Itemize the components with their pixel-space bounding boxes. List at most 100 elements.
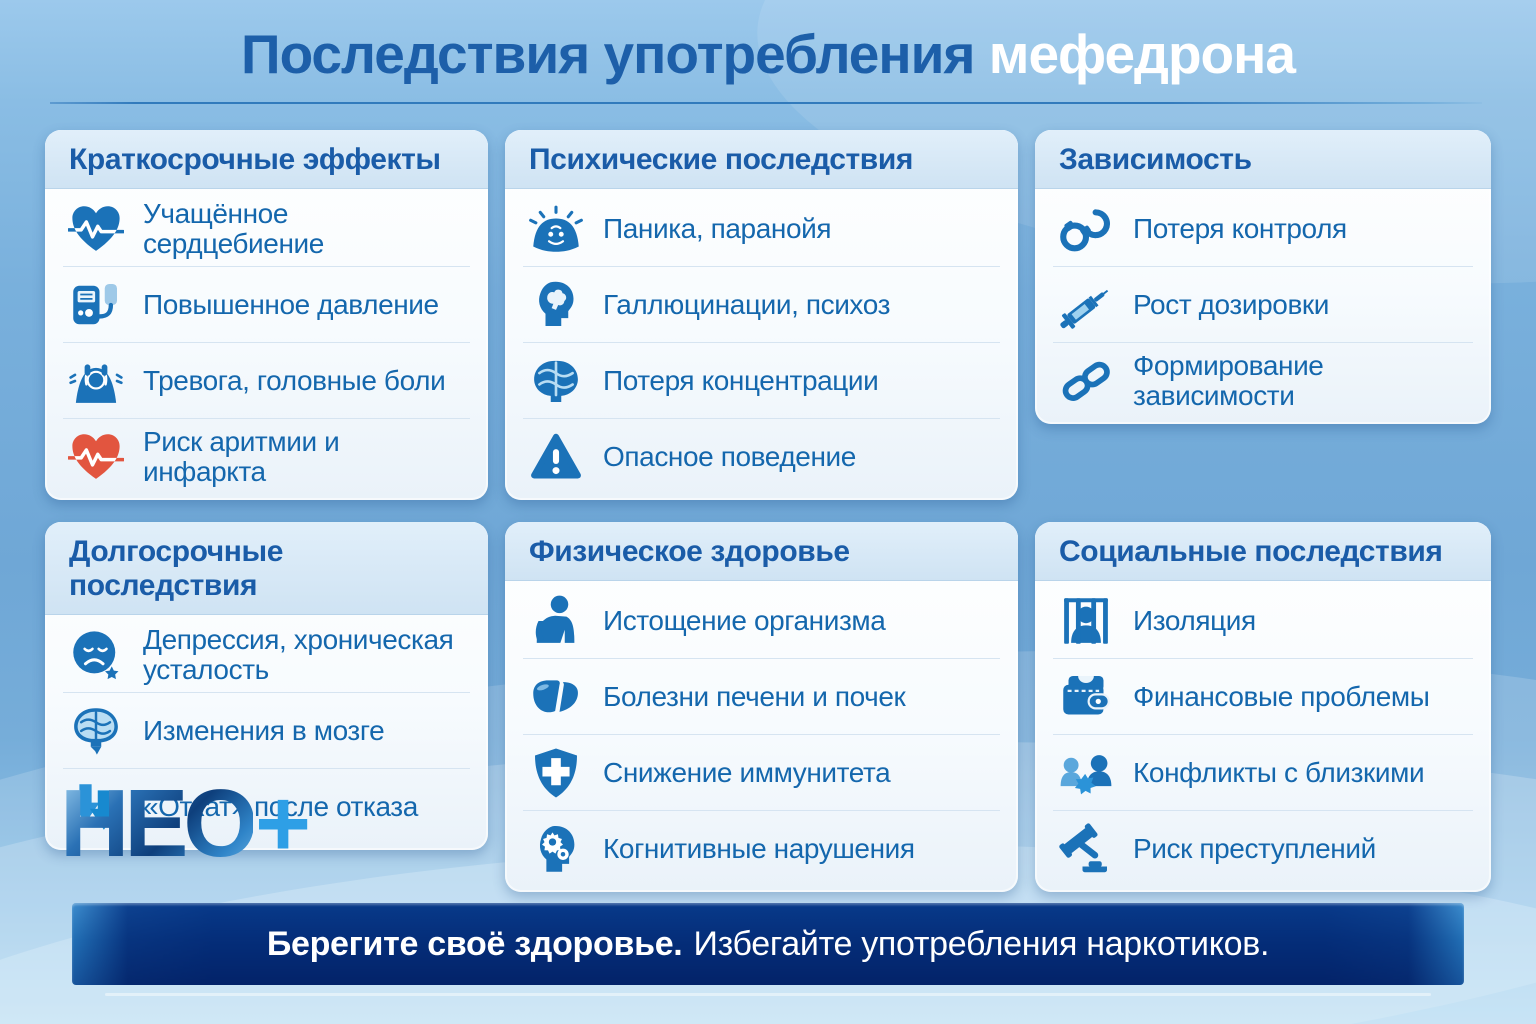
brand-logo: НЕО+ (60, 776, 311, 872)
panic-icon (527, 200, 585, 258)
card-header: Зависимость (1035, 130, 1491, 189)
card-long-term-consequences: Долгосрочные последствия Депрессия, хрон… (45, 522, 488, 850)
list-item: Опасное поведение (523, 418, 1000, 494)
footer-message-regular: Избегайте употребления наркотиков. (693, 924, 1270, 963)
heart-attack-icon (67, 428, 125, 486)
item-label: Риск преступлений (1133, 832, 1376, 864)
item-label: Потеря контроля (1133, 212, 1347, 244)
brand-logo-text: НЕО (60, 770, 258, 877)
item-label: Опасное поведение (603, 440, 856, 472)
card-header: Социальные последствия (1035, 522, 1491, 581)
item-label: Финансовые проблемы (1133, 680, 1430, 712)
card-title: Психические последствия (529, 143, 913, 176)
list-item: Депрессия, хроническая усталость (63, 617, 470, 692)
list-item: Риск преступлений (1053, 810, 1473, 886)
prison-bars-icon (1057, 592, 1115, 650)
item-label: Болезни печени и почек (603, 680, 906, 712)
conflict-people-icon (1057, 744, 1115, 802)
item-label: «Откат» после отказа (143, 790, 418, 822)
card-title: Долгосрочные последствия (69, 535, 284, 602)
item-label: Снижение иммунитета (603, 756, 891, 788)
list-item: Конфликты с близкими (1053, 734, 1473, 810)
card-header: Краткосрочные эффекты (45, 130, 488, 189)
title-divider (50, 102, 1482, 104)
warning-icon (527, 428, 585, 486)
card-body: Паника, паранойя Галлюцинации, психоз По… (505, 189, 1018, 500)
list-item: Снижение иммунитета (523, 734, 1000, 810)
list-item: Рост дозировки (1053, 266, 1473, 342)
list-item: Изменения в мозге (63, 692, 470, 768)
item-label: Когнитивные нарушения (603, 832, 915, 864)
immune-shield-icon (527, 744, 585, 802)
list-item: Болезни печени и почек (523, 658, 1000, 734)
footer-banner: Берегите своё здоровье. Избегайте употреб… (72, 903, 1464, 985)
page-title-main: Последствия употребления (241, 23, 975, 85)
syringe-icon (1057, 276, 1115, 334)
footer-message: Берегите своё здоровье. Избегайте употреб… (266, 924, 1270, 964)
card-body: Истощение организма Болезни печени и поч… (505, 581, 1018, 892)
item-label: Изменения в мозге (143, 714, 385, 746)
hallucination-head-icon (527, 276, 585, 334)
card-dependency: Зависимость Потеря контроля Рост дозиров… (1035, 130, 1491, 424)
card-mental-consequences: Психические последствия Паника, паранойя… (505, 130, 1018, 500)
card-title: Социальные последствия (1059, 535, 1443, 568)
page-title: Последствия употребления мефедрона (0, 22, 1536, 86)
footer-message-bold: Берегите своё здоровье. (266, 924, 683, 963)
list-item: Учащённое сердцебиение (63, 191, 470, 266)
gavel-icon (1057, 820, 1115, 878)
item-label: Изоляция (1133, 604, 1256, 636)
brand-logo-plus: + (255, 770, 311, 877)
card-body: Потеря контроля Рост дозировки Формирова… (1035, 189, 1491, 424)
list-item: Повышенное давление (63, 266, 470, 342)
item-label: Депрессия, хроническая усталость (143, 624, 454, 685)
card-title: Зависимость (1059, 143, 1252, 176)
item-label: Галлюцинации, психоз (603, 288, 891, 320)
item-label: Формирование зависимости (1133, 350, 1324, 411)
cards-grid: Краткосрочные эффекты Учащённое сердцеби… (45, 130, 1491, 892)
list-item: Когнитивные нарушения (523, 810, 1000, 886)
list-item: Формирование зависимости (1053, 342, 1473, 418)
wallet-icon (1057, 668, 1115, 726)
cognitive-head-icon (527, 820, 585, 878)
list-item: Галлюцинации, психоз (523, 266, 1000, 342)
item-label: Конфликты с близкими (1133, 756, 1425, 788)
card-title: Физическое здоровье (529, 535, 850, 568)
list-item: Тревога, головные боли (63, 342, 470, 418)
exhausted-body-icon (527, 592, 585, 650)
sad-face-icon (67, 626, 125, 684)
list-item: Риск аритмии и инфаркта (63, 418, 470, 494)
item-label: Паника, паранойя (603, 212, 832, 244)
card-short-term-effects: Краткосрочные эффекты Учащённое сердцеби… (45, 130, 488, 500)
liver-icon (527, 668, 585, 726)
list-item: Потеря концентрации (523, 342, 1000, 418)
card-social-consequences: Социальные последствия Изоляция Финансов… (1035, 522, 1491, 892)
item-label: Повышенное давление (143, 288, 439, 320)
down-arrows-icon (67, 778, 125, 836)
card-physical-health: Физическое здоровье Истощение организма … (505, 522, 1018, 892)
blood-pressure-icon (67, 276, 125, 334)
card-body: Изоляция Финансовые проблемы Конфликты с… (1035, 581, 1491, 892)
card-title: Краткосрочные эффекты (69, 143, 441, 176)
page-title-highlight: мефедрона (988, 23, 1296, 85)
footer-divider (105, 993, 1431, 996)
heart-pulse-icon (67, 200, 125, 258)
list-item: Потеря контроля (1053, 191, 1473, 266)
chain-icon (1057, 352, 1115, 410)
item-label: Тревога, головные боли (143, 364, 446, 396)
list-item: Паника, паранойя (523, 191, 1000, 266)
list-item: Финансовые проблемы (1053, 658, 1473, 734)
list-item: «Откат» после отказа (63, 768, 470, 844)
item-label: Потеря концентрации (603, 364, 879, 396)
item-label: Риск аритмии и инфаркта (143, 426, 340, 487)
brain-icon (527, 352, 585, 410)
anxiety-icon (67, 352, 125, 410)
list-item: Истощение организма (523, 583, 1000, 658)
card-header: Долгосрочные последствия (45, 522, 488, 615)
card-body: Депрессия, хроническая усталость Изменен… (45, 615, 488, 850)
brain-change-icon (67, 702, 125, 760)
item-label: Учащённое сердцебиение (143, 198, 324, 259)
list-item: Изоляция (1053, 583, 1473, 658)
card-header: Физическое здоровье (505, 522, 1018, 581)
card-body: Учащённое сердцебиение Повышенное давлен… (45, 189, 488, 500)
